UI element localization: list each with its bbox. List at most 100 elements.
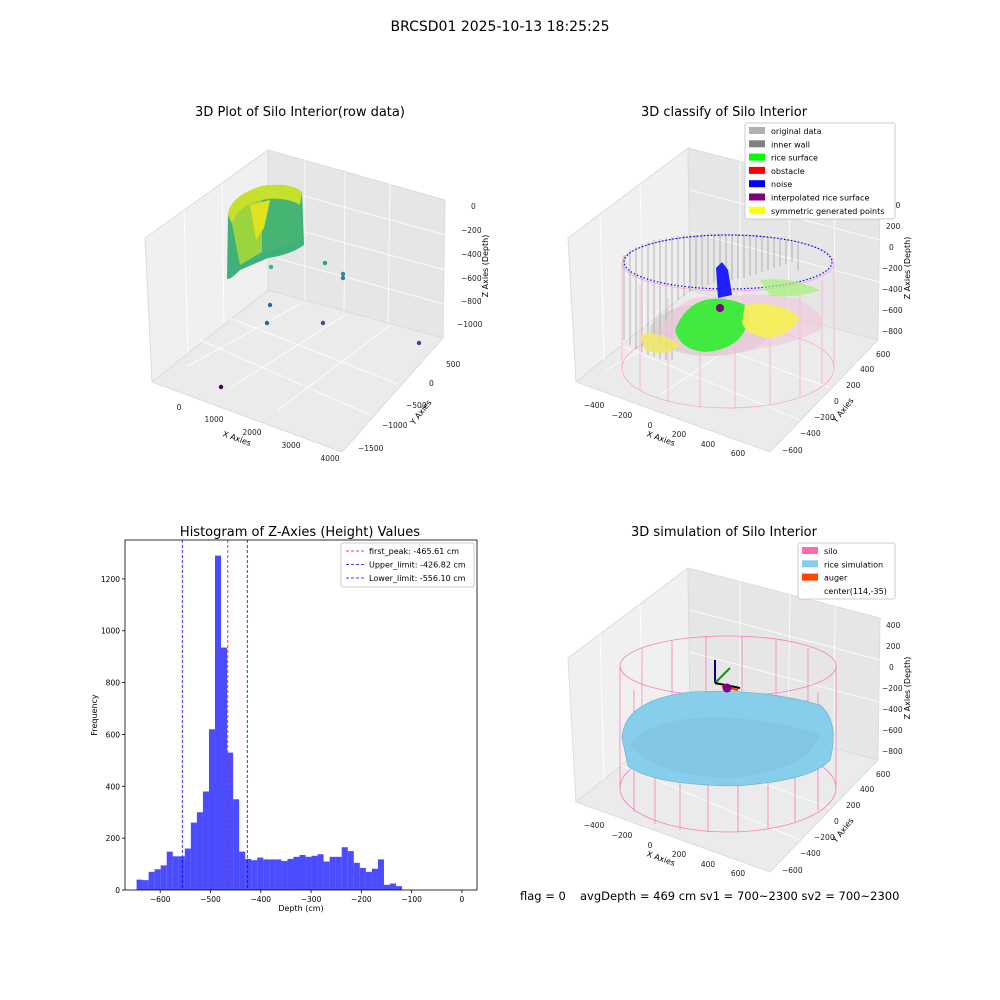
classify-3d-x-tick: −200 bbox=[612, 411, 633, 420]
histogram-legend: first_peak: -465.61 cm Upper_limit: -426.… bbox=[340, 542, 475, 588]
legend-swatch bbox=[749, 180, 765, 188]
simulation-3d-zlabel: Z Axies (Depth) bbox=[903, 657, 912, 720]
legend-swatch bbox=[802, 573, 818, 581]
histogram-bar bbox=[323, 861, 330, 890]
histogram-bar bbox=[335, 856, 342, 890]
histogram-y-tick-label: 800 bbox=[106, 679, 121, 688]
legend-label: auger bbox=[824, 574, 848, 583]
classify-3d-y-tick: 600 bbox=[876, 350, 891, 359]
simulation-3d-x-tick: 400 bbox=[701, 860, 716, 869]
raw-3d-y-tick: 0 bbox=[429, 379, 434, 388]
classify-3d-y-tick: 0 bbox=[834, 397, 839, 406]
histogram-bar bbox=[202, 791, 209, 890]
classify-3d-zlabel: Z Axies (Depth) bbox=[903, 237, 912, 300]
histogram-x-tick-label: −100 bbox=[401, 895, 422, 904]
histogram-bar bbox=[390, 883, 397, 890]
legend-swatch bbox=[749, 140, 765, 148]
histogram-y-tick-label: 1200 bbox=[101, 575, 120, 584]
legend-swatch bbox=[749, 193, 765, 201]
histogram-ylabel: Frequency bbox=[90, 694, 99, 736]
simulation-3d-y-tick: −600 bbox=[782, 866, 803, 875]
histogram-bar bbox=[299, 855, 306, 890]
histogram-bar bbox=[329, 856, 336, 890]
classify-3d-z-tick: −800 bbox=[882, 327, 903, 336]
histogram-reference-lines bbox=[181, 540, 248, 890]
histogram-legend-label: Lower_limit: -556.10 cm bbox=[369, 574, 466, 583]
simulation-3d-z-tick: −800 bbox=[882, 747, 903, 756]
histogram-bar bbox=[251, 860, 258, 890]
histogram-bar bbox=[287, 858, 294, 890]
classify-3d-y-tick: −400 bbox=[800, 429, 821, 438]
panel-raw-3d-title: 3D Plot of Silo Interior(row data) bbox=[195, 105, 405, 120]
histogram-y-tick-label: 200 bbox=[106, 834, 121, 843]
histogram-bar bbox=[353, 862, 360, 890]
raw-3d-grid bbox=[183, 160, 446, 416]
raw-3d-x-tick: 3000 bbox=[281, 441, 300, 450]
histogram-bar bbox=[263, 859, 270, 890]
simulation-3d-x-tick: 0 bbox=[648, 841, 653, 850]
histogram-legend-label: Upper_limit: -426.82 cm bbox=[369, 561, 466, 570]
simulation-3d-z-tick: 0 bbox=[889, 663, 894, 672]
simulation-3d-z-tick: 200 bbox=[886, 642, 901, 651]
simulation-3d-y-tick: 200 bbox=[846, 801, 861, 810]
figure-suptitle: BRCSD01 2025-10-13 18:25:25 bbox=[390, 19, 609, 35]
histogram-bar bbox=[311, 855, 318, 890]
legend-swatch bbox=[749, 206, 765, 214]
classify-3d-z-tick: −200 bbox=[882, 264, 903, 273]
legend-label: interpolated rice surface bbox=[771, 194, 869, 203]
classify-3d-z-tick: 200 bbox=[886, 222, 901, 231]
histogram-x-tick-label: 0 bbox=[460, 895, 465, 904]
histogram-x-ticks: −600 −500 −400 −300 −200 −100 0 bbox=[150, 890, 465, 904]
simulation-3d-x-tick: −200 bbox=[612, 831, 633, 840]
classify-3d-point-clusters bbox=[640, 262, 823, 356]
classify-3d-z-tick: −600 bbox=[882, 306, 903, 315]
raw-3d-x-tick-labels: 0 1000 2000 3000 4000 bbox=[177, 403, 340, 463]
simulation-3d-z-tick-labels: 400 200 0 −200 −400 −600 −800 bbox=[882, 621, 903, 756]
raw-3d-x-tick: 0 bbox=[177, 403, 182, 412]
legend-label: rice simulation bbox=[824, 560, 883, 569]
classify-3d-x-tick: 400 bbox=[701, 440, 716, 449]
legend-swatch bbox=[802, 586, 818, 594]
classify-3d-y-tick-labels: 600 400 200 0 −200 −400 −600 bbox=[782, 350, 891, 455]
histogram-bar bbox=[215, 555, 222, 890]
classify-3d-x-tick: −400 bbox=[584, 401, 605, 410]
legend-label: obstacle bbox=[771, 167, 805, 176]
classify-3d-x-tick-labels: −400 −200 0 200 400 600 bbox=[584, 401, 746, 458]
legend-label: original data bbox=[771, 127, 822, 136]
legend-label: silo bbox=[824, 547, 838, 556]
simulation-3d-z-tick: −200 bbox=[882, 684, 903, 693]
histogram-bar bbox=[196, 812, 203, 890]
histogram-bar bbox=[281, 860, 288, 890]
histogram-bar bbox=[347, 851, 354, 890]
histogram-xlabel: Depth (cm) bbox=[278, 904, 323, 913]
histogram-bar bbox=[233, 799, 240, 890]
histogram-y-tick-label: 600 bbox=[106, 730, 121, 739]
histogram-bar bbox=[239, 851, 246, 890]
classify-3d-z-tick: −400 bbox=[882, 285, 903, 294]
legend-swatch bbox=[749, 127, 765, 134]
histogram-bar bbox=[341, 847, 348, 890]
histogram-y-ticks: 0 200 400 600 800 1000 1200 bbox=[101, 575, 125, 895]
legend-label: symmetric generated points bbox=[771, 207, 884, 216]
raw-3d-z-tick: −800 bbox=[461, 297, 482, 306]
histogram-bar bbox=[221, 647, 228, 890]
raw-3d-y-tick: 500 bbox=[446, 360, 461, 369]
footer-flag: flag = 0 bbox=[520, 889, 566, 903]
classify-3d-y-tick: 400 bbox=[860, 365, 875, 374]
histogram-bar bbox=[245, 858, 252, 890]
simulation-3d-rice-surface-shade bbox=[630, 717, 820, 778]
classify-3d-y-tick: −600 bbox=[782, 446, 803, 455]
raw-3d-y-tick-labels: 500 0 −500 −1000 −1500 bbox=[358, 360, 461, 453]
simulation-3d-y-tick: −400 bbox=[800, 849, 821, 858]
histogram-bar bbox=[383, 884, 391, 890]
histogram-bar bbox=[365, 871, 372, 890]
classify-3d-inner-wall bbox=[623, 234, 799, 360]
classify-3d-y-tick: −200 bbox=[814, 413, 835, 422]
histogram-title: Histogram of Z-Axies (Height) Values bbox=[180, 525, 420, 540]
raw-3d-outlier-points bbox=[218, 260, 422, 390]
legend-swatch bbox=[802, 560, 818, 568]
legend-swatch bbox=[749, 153, 765, 161]
histogram-bar bbox=[154, 869, 161, 890]
histogram-bar bbox=[317, 854, 324, 890]
histogram-x-tick-label: −200 bbox=[351, 895, 372, 904]
